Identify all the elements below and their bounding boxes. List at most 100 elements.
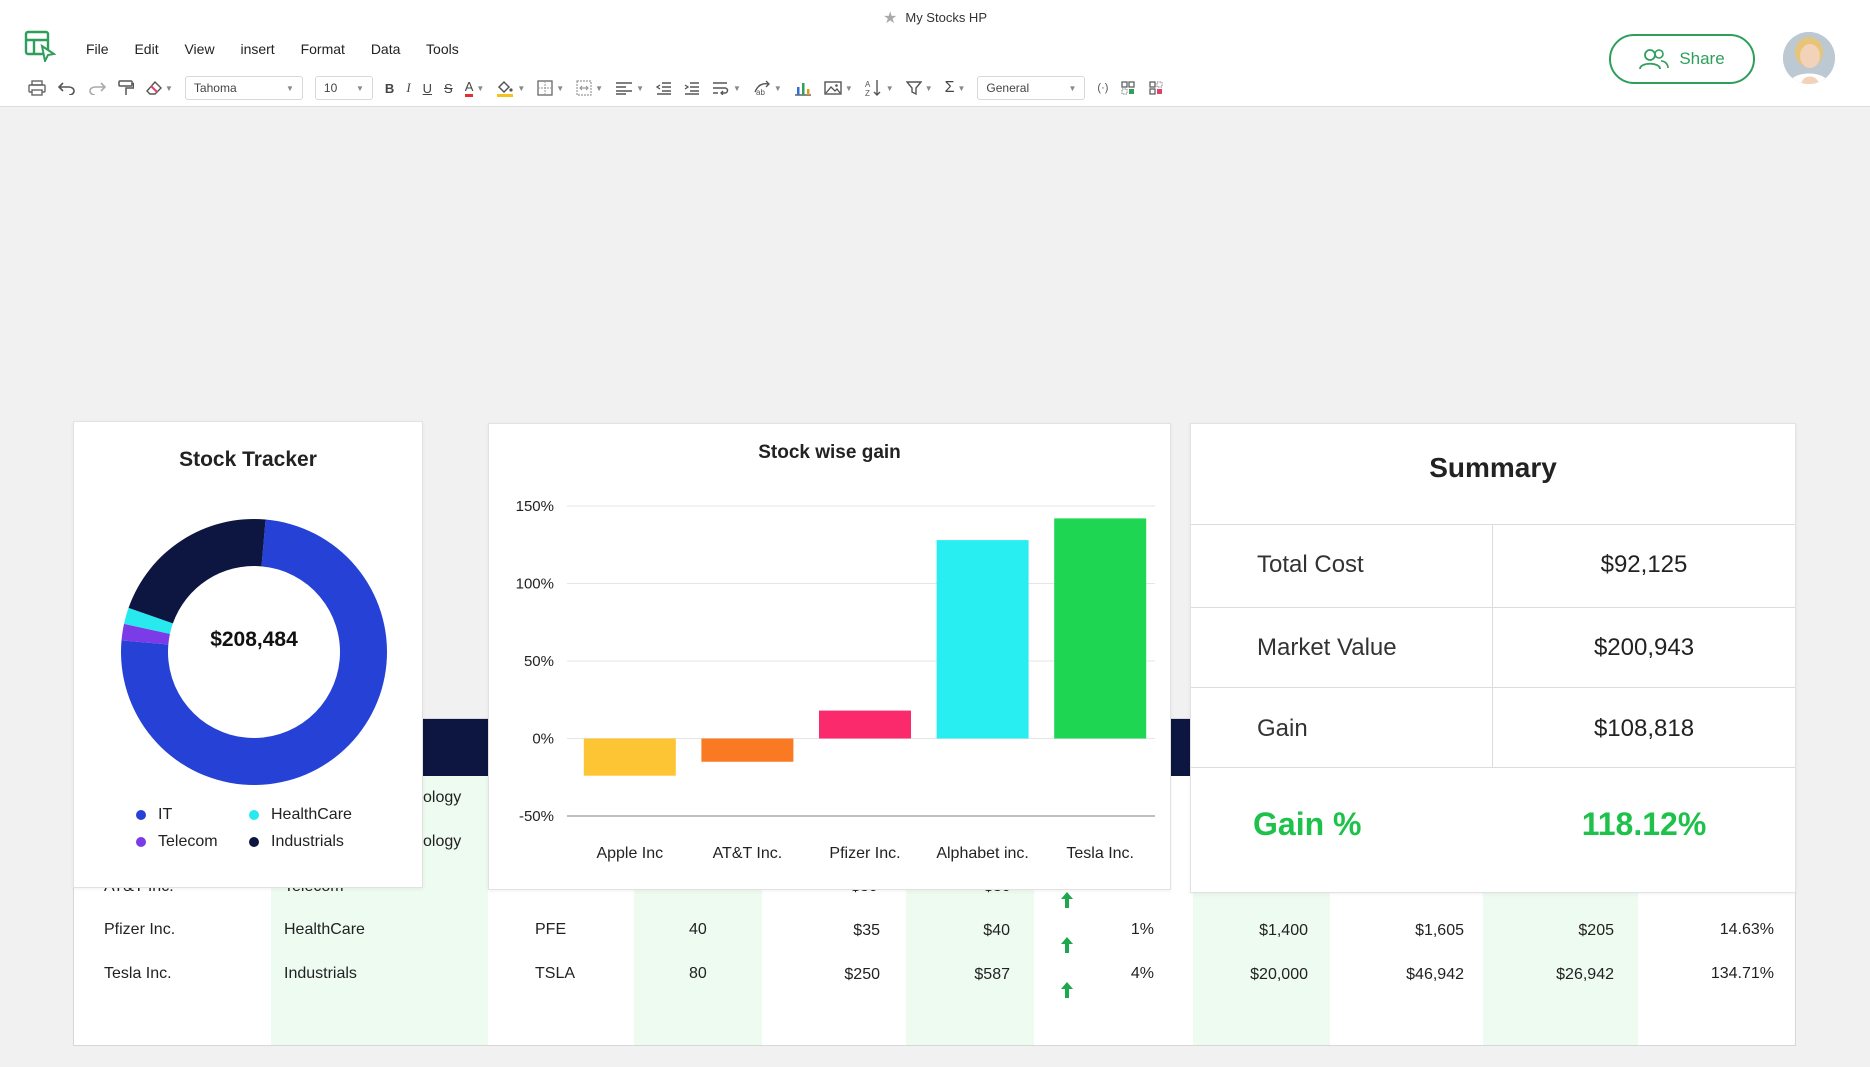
sort-icon[interactable]: A Z ▼ xyxy=(864,80,894,97)
current-price-cell[interactable]: $40 xyxy=(983,922,1010,939)
svg-text:ab: ab xyxy=(756,88,765,96)
wrap-text-icon[interactable]: ▼ xyxy=(712,81,741,95)
sector-cell[interactable]: HealthCare xyxy=(284,921,365,938)
insert-image-icon[interactable]: ▼ xyxy=(824,80,853,96)
donut-slice-telecom[interactable] xyxy=(121,623,170,645)
clear-format-icon[interactable]: ▼ xyxy=(146,81,173,95)
sector-cell[interactable]: Industrials xyxy=(284,965,357,982)
ticker-cell[interactable]: PFE xyxy=(535,921,567,938)
redo-icon[interactable] xyxy=(88,81,106,95)
sector-cell[interactable]: ology xyxy=(423,789,462,806)
stock-gain-bar-chart[interactable]: 150% 100% 50% 0% -50% Apple Inc AT&T Inc. Pfize… xyxy=(489,424,1170,889)
market-value-cell[interactable]: $1,605 xyxy=(1415,922,1464,939)
legend-item-healthcare[interactable]: HealthCare xyxy=(249,806,352,824)
menu-file[interactable]: File xyxy=(86,41,109,57)
current-price-cell[interactable]: $587 xyxy=(974,966,1010,983)
bar-pfizer-inc-[interactable] xyxy=(819,710,911,739)
number-format-select[interactable]: General ▼ xyxy=(977,76,1086,100)
increase-indent-icon[interactable] xyxy=(684,81,700,95)
cost-cell[interactable]: $20,000 xyxy=(1250,966,1308,983)
change-percent-cell[interactable]: 4% xyxy=(1130,965,1154,982)
y-tick-label: 100% xyxy=(516,576,554,593)
insert-chart-icon[interactable] xyxy=(794,80,812,96)
gain-cell[interactable]: $205 xyxy=(1578,922,1614,939)
bar-tesla-inc-[interactable] xyxy=(1054,518,1147,739)
summary-gain-percent-row[interactable]: Gain % 118.12% xyxy=(1191,767,1795,892)
legend-item-it[interactable]: IT xyxy=(136,806,172,824)
profile-photo-icon xyxy=(1783,32,1835,84)
x-tick-label: Apple Inc xyxy=(596,845,663,862)
fill-color-icon[interactable]: ▼ xyxy=(496,79,525,97)
summary-value: $92,125 xyxy=(1600,551,1688,578)
merge-cells-icon[interactable]: ▼ xyxy=(576,80,603,96)
summary-row[interactable]: Gain $108,818 xyxy=(1191,687,1795,767)
stock-tracker-card[interactable]: Stock Tracker $208,484 IT HealthCare Tel… xyxy=(73,421,423,888)
ticker-cell[interactable]: TSLA xyxy=(535,965,576,982)
sum-icon[interactable]: Σ ▼ xyxy=(944,79,966,96)
sector-donut-chart[interactable] xyxy=(114,512,394,792)
chevron-down-icon: ▼ xyxy=(1068,83,1077,93)
bar-at-t-inc-[interactable] xyxy=(701,738,794,762)
star-icon[interactable]: ★ xyxy=(883,10,898,27)
italic-icon[interactable]: I xyxy=(406,80,411,95)
bold-icon[interactable]: B xyxy=(384,80,395,96)
card-title: Stock Tracker xyxy=(179,448,317,471)
quantity-cell[interactable]: 40 xyxy=(689,921,707,938)
paint-format-icon[interactable] xyxy=(118,80,134,96)
formula-icon[interactable]: (·) xyxy=(1097,82,1109,94)
font-family-select[interactable]: Tahoma ▼ xyxy=(184,76,303,100)
summary-row[interactable]: Total Cost $92,125 xyxy=(1191,524,1795,607)
buy-price-cell[interactable]: $250 xyxy=(844,966,880,983)
sheet-app-icon[interactable] xyxy=(24,30,56,62)
sector-cell[interactable]: ology xyxy=(423,833,462,850)
menu-view[interactable]: View xyxy=(184,41,215,57)
legend-item-industrials[interactable]: Industrials xyxy=(249,833,344,851)
stock-name-cell[interactable]: Tesla Inc. xyxy=(104,965,172,982)
filter-icon[interactable]: ▼ xyxy=(905,80,933,96)
underline-icon[interactable]: U xyxy=(422,80,433,96)
y-tick-label: -50% xyxy=(519,808,554,825)
menu-insert[interactable]: insert xyxy=(240,41,275,57)
gain-percent-cell[interactable]: 14.63% xyxy=(1719,921,1774,938)
strikethrough-icon[interactable]: S xyxy=(444,80,453,96)
donut-slice-industrials[interactable] xyxy=(128,519,266,624)
share-button[interactable]: Share xyxy=(1609,34,1755,84)
menu-format[interactable]: Format xyxy=(300,41,345,57)
text-color-icon[interactable]: A ▼ xyxy=(464,79,484,97)
user-avatar[interactable] xyxy=(1783,32,1835,84)
chevron-down-icon: ▼ xyxy=(286,83,294,93)
donut-slice-it[interactable] xyxy=(121,519,388,785)
stock-wise-gain-card[interactable]: Stock wise gain 150% 100% 50% 0% -50% Apple I… xyxy=(488,423,1171,890)
quantity-cell[interactable]: 80 xyxy=(689,965,707,982)
legend-item-telecom[interactable]: Telecom xyxy=(136,833,218,851)
borders-icon[interactable]: ▼ xyxy=(537,80,564,96)
legend-swatch xyxy=(249,810,259,820)
print-icon[interactable] xyxy=(28,80,46,96)
header-band xyxy=(423,719,489,776)
market-value-cell[interactable]: $46,942 xyxy=(1406,966,1464,983)
gain-cell[interactable]: $26,942 xyxy=(1556,966,1614,983)
document-title[interactable]: ★ My Stocks HP xyxy=(883,10,987,27)
menu-data[interactable]: Data xyxy=(370,41,401,57)
chevron-down-icon: ▼ xyxy=(356,83,364,93)
stock-name-cell[interactable]: Pfizer Inc. xyxy=(104,921,176,938)
summary-row[interactable]: Market Value $200,943 xyxy=(1191,607,1795,687)
freeze-columns-icon[interactable] xyxy=(1148,80,1164,96)
font-size-select[interactable]: 10 ▼ xyxy=(314,76,373,100)
donut-slice-healthcare[interactable] xyxy=(124,607,173,634)
change-percent-cell[interactable]: 1% xyxy=(1130,921,1154,938)
text-rotation-icon[interactable]: ab ▼ xyxy=(753,80,782,96)
undo-icon[interactable] xyxy=(58,81,76,95)
bar-apple-inc[interactable] xyxy=(583,738,676,776)
menu-edit[interactable]: Edit xyxy=(134,41,159,57)
decrease-indent-icon[interactable] xyxy=(656,81,672,95)
bar-alphabet-inc-[interactable] xyxy=(936,540,1029,739)
summary-value: $200,943 xyxy=(1593,634,1695,661)
menu-tools[interactable]: Tools xyxy=(426,41,459,57)
menu-bar: File Edit View insert Format Data Tools xyxy=(86,41,481,57)
buy-price-cell[interactable]: $35 xyxy=(853,922,880,939)
freeze-rows-icon[interactable] xyxy=(1120,80,1136,96)
align-left-icon[interactable]: ▼ xyxy=(615,81,644,95)
gain-percent-cell[interactable]: 134.71% xyxy=(1710,965,1774,982)
cost-cell[interactable]: $1,400 xyxy=(1259,922,1308,939)
